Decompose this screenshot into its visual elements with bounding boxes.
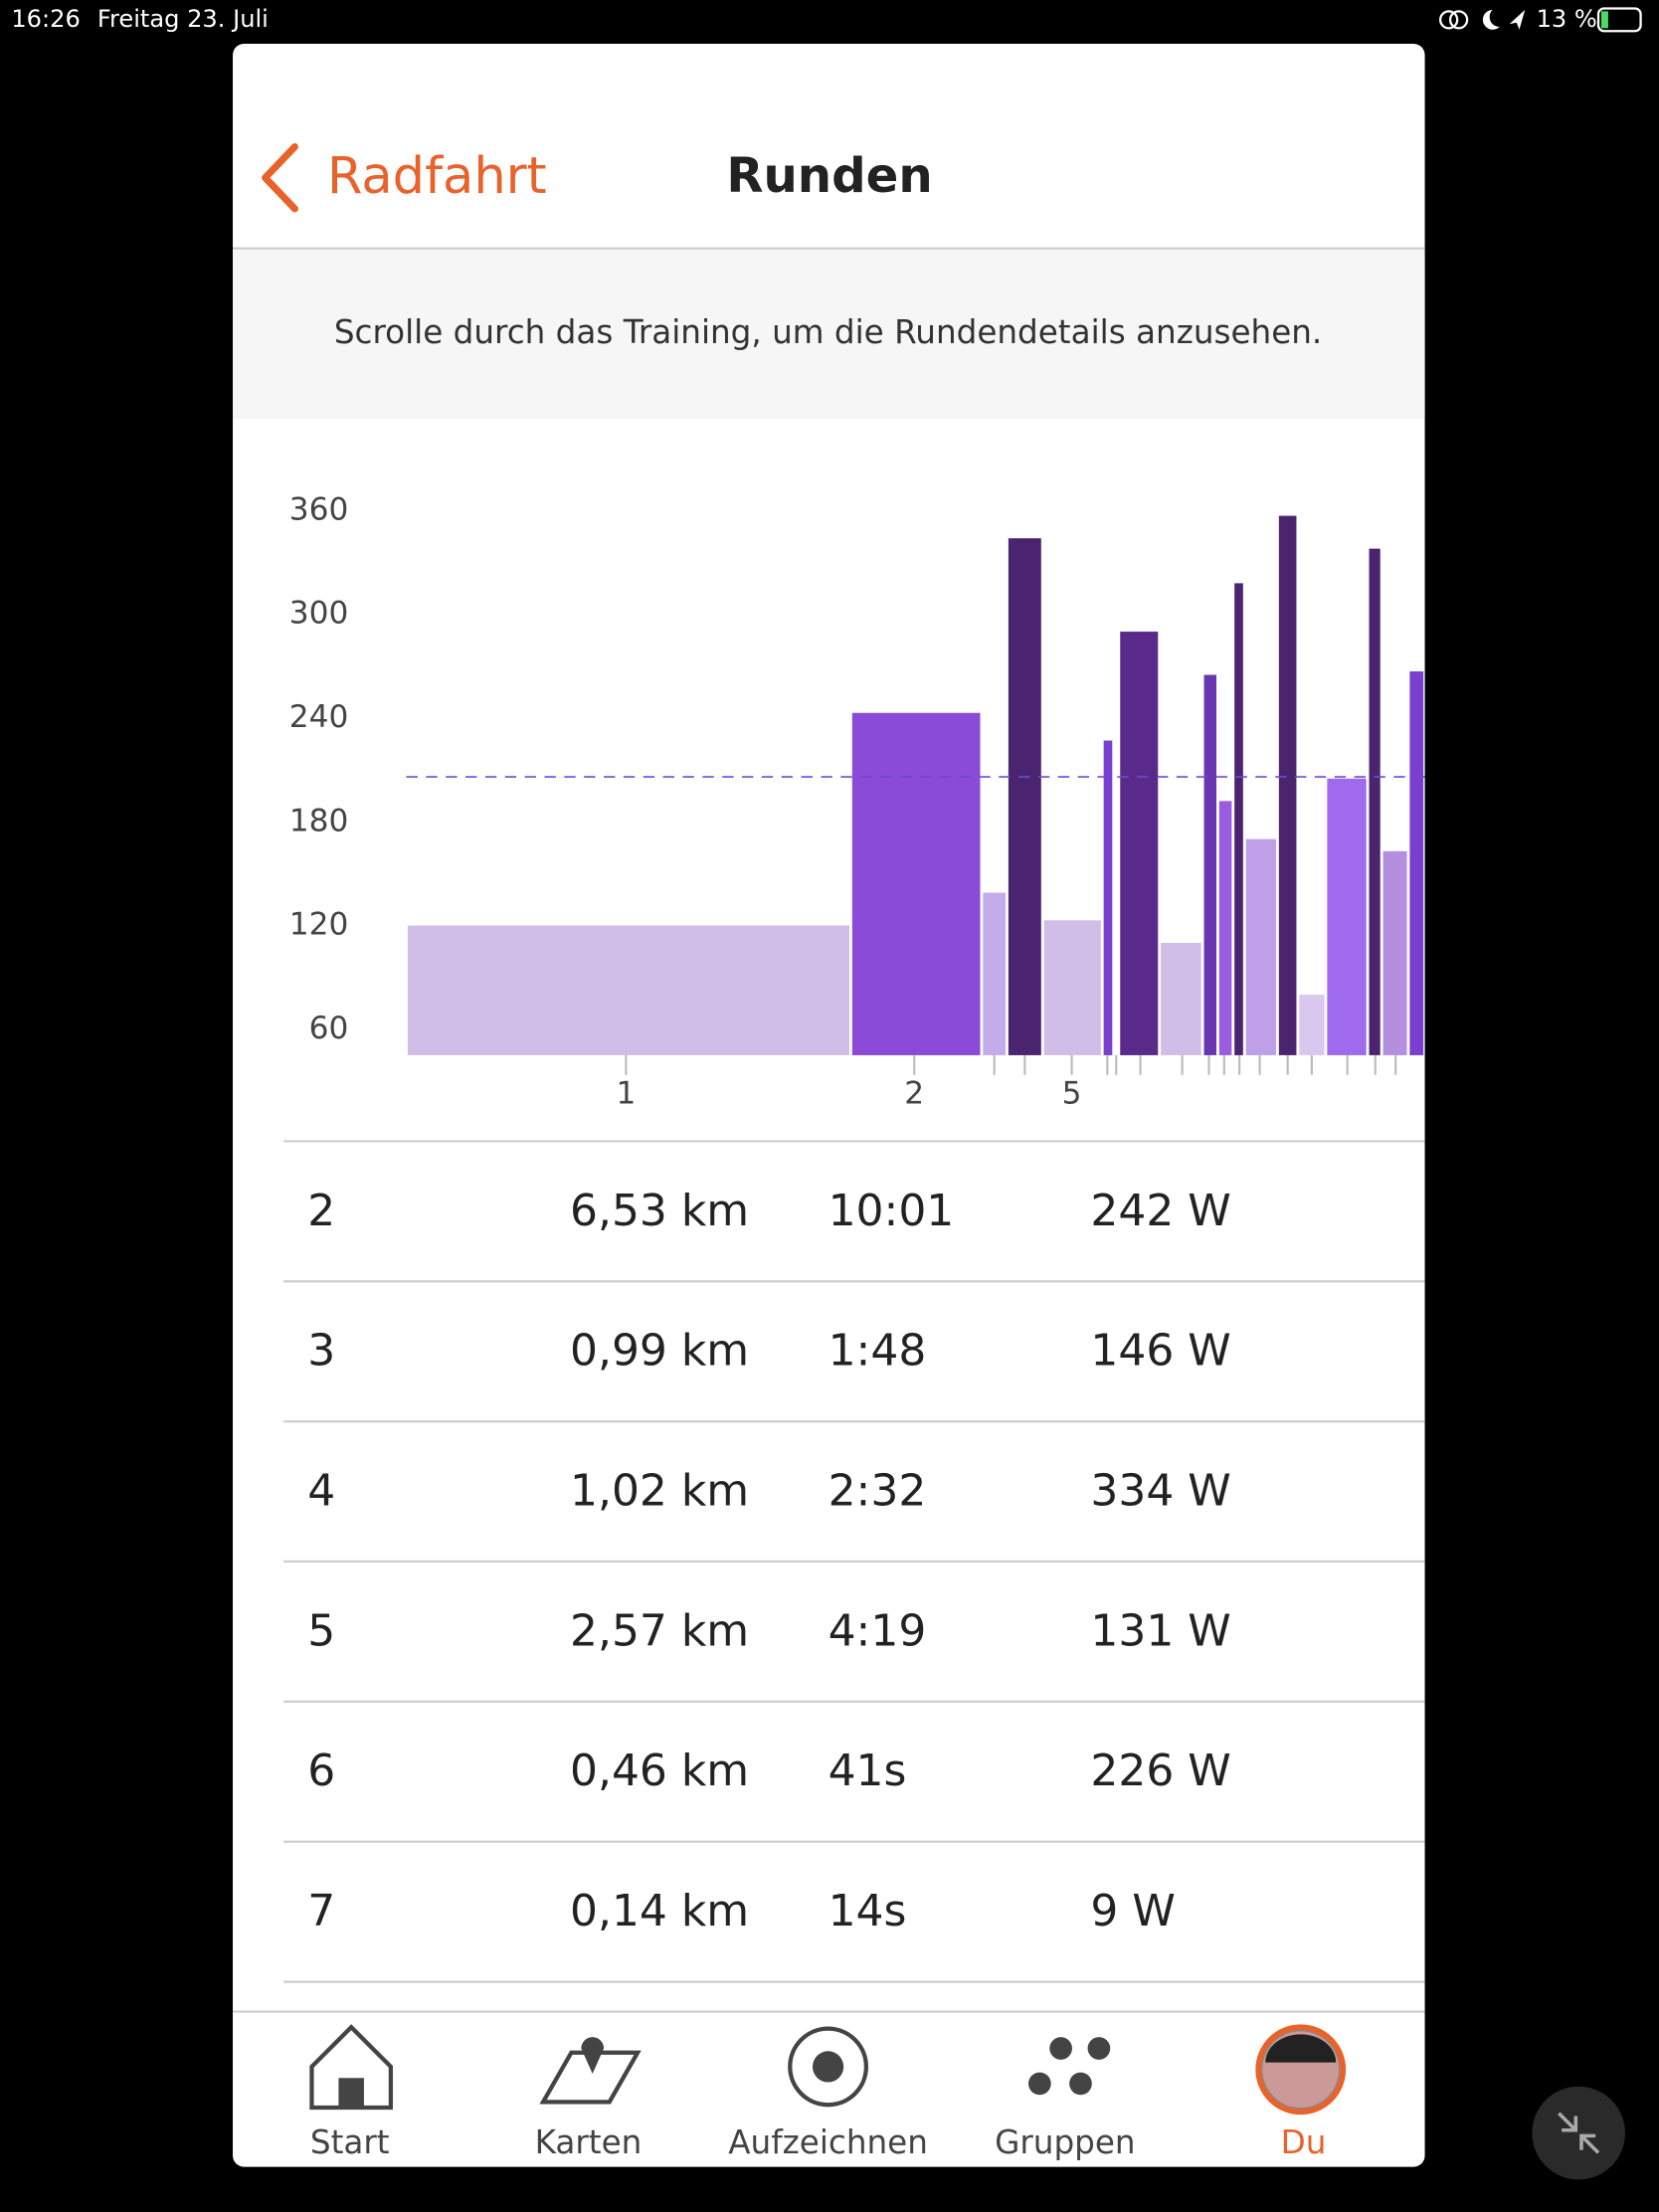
status-time: 16:26 — [11, 5, 80, 33]
bars — [407, 515, 1424, 1055]
lap-bar — [1409, 671, 1424, 1055]
lap-cell[interactable]: 14s — [829, 1886, 907, 1936]
lap-bar — [1327, 778, 1367, 1055]
lap-bar — [851, 712, 981, 1055]
y-tick-label: 300 — [289, 596, 349, 632]
floating-button[interactable] — [1532, 2086, 1625, 2180]
map-icon[interactable] — [539, 2050, 642, 2105]
tab-label[interactable]: Start — [310, 2123, 390, 2161]
lap-row[interactable]: 4 1,02 km 2:32 334 W — [307, 1465, 1231, 1516]
header-title: Runden — [726, 148, 932, 204]
lap-cell[interactable]: 7 — [307, 1886, 335, 1936]
lap-bar — [1278, 515, 1297, 1055]
tab-label[interactable]: Gruppen — [995, 2123, 1135, 2161]
lap-bar — [1043, 920, 1101, 1055]
lap-cell[interactable]: 41s — [829, 1746, 907, 1796]
lap-cell[interactable]: 9 W — [1090, 1886, 1175, 1936]
hint-text: Scrolle durch das Training, um die Runde… — [334, 313, 1322, 351]
lap-bar — [983, 892, 1007, 1055]
tab-label[interactable]: Karten — [535, 2123, 643, 2161]
groups-icon[interactable] — [1027, 2037, 1111, 2096]
status-battery: 13 % — [1537, 5, 1597, 33]
tab-bar: Start Karten Aufzeichnen Gruppen Du — [310, 2123, 1327, 2161]
lap-row[interactable]: 5 2,57 km 4:19 131 W — [307, 1605, 1231, 1656]
lap-bar — [1234, 583, 1243, 1055]
lap-cell[interactable]: 226 W — [1090, 1746, 1230, 1796]
lap-row[interactable]: 3 0,99 km 1:48 146 W — [307, 1326, 1231, 1377]
card — [233, 43, 1425, 2167]
lap-cell[interactable]: 131 W — [1090, 1605, 1230, 1656]
status-date: Freitag 23. Juli — [97, 5, 269, 33]
x-tick-label: 1 — [616, 1076, 636, 1112]
record-icon[interactable] — [788, 2026, 869, 2108]
lap-bar — [1103, 740, 1113, 1055]
lap-cell[interactable]: 242 W — [1090, 1186, 1230, 1236]
lap-cell[interactable]: 2 — [307, 1186, 335, 1236]
lap-cell[interactable]: 0,14 km — [570, 1886, 749, 1936]
floating-icon[interactable] — [1558, 2112, 1600, 2154]
back-label[interactable]: Radfahrt — [327, 147, 547, 206]
lap-cell[interactable]: 3 — [307, 1326, 335, 1377]
y-tick-label: 180 — [289, 803, 349, 838]
lap-cell[interactable]: 4:19 — [829, 1605, 927, 1656]
status-icons — [1439, 7, 1642, 33]
hint-band — [233, 250, 1425, 420]
y-tick-label: 360 — [289, 491, 349, 527]
x-tick-label: 2 — [904, 1076, 924, 1112]
lap-bar — [1203, 674, 1217, 1055]
lap-bar — [1008, 538, 1041, 1055]
lap-bar — [1369, 548, 1381, 1055]
lap-row[interactable]: 2 6,53 km 10:01 242 W — [307, 1186, 1231, 1236]
lap-cell[interactable]: 1:48 — [829, 1326, 927, 1377]
lap-cell[interactable]: 334 W — [1090, 1465, 1230, 1516]
lap-row[interactable]: 7 0,14 km 14s 9 W — [307, 1886, 1176, 1936]
tab-label[interactable]: Aufzeichnen — [728, 2123, 928, 2161]
tab-icons — [309, 2024, 1347, 2116]
lap-bar — [1218, 801, 1232, 1055]
lap-cell[interactable]: 1,02 km — [570, 1465, 749, 1516]
lap-bar — [1120, 632, 1159, 1055]
lap-cell[interactable]: 10:01 — [829, 1186, 955, 1236]
lap-bar — [1382, 850, 1407, 1055]
chart: 60 120 180 240 300 360 1 2 5 — [289, 491, 1425, 1112]
lap-cell[interactable]: 2:32 — [829, 1465, 927, 1516]
lap-bar — [407, 925, 849, 1055]
x-tick-label: 5 — [1062, 1076, 1082, 1112]
lap-row[interactable]: 6 0,46 km 41s 226 W — [307, 1746, 1231, 1796]
lap-cell[interactable]: 0,99 km — [570, 1326, 749, 1377]
back-button[interactable]: Radfahrt — [262, 142, 547, 213]
laps-table: 2 6,53 km 10:01 242 W 3 0,99 km 1:48 146 W 4 1,02… — [283, 1140, 1425, 1983]
home-icon[interactable] — [309, 2024, 394, 2111]
lap-bar — [1245, 838, 1277, 1055]
lap-cell[interactable]: 6 — [307, 1746, 335, 1796]
y-tick-label: 120 — [289, 907, 349, 943]
lap-cell[interactable]: 4 — [307, 1465, 335, 1516]
lap-cell[interactable]: 5 — [307, 1605, 335, 1656]
lap-cell[interactable]: 6,53 km — [570, 1186, 749, 1236]
tab-label[interactable]: Du — [1281, 2123, 1327, 2161]
y-tick-label: 60 — [309, 1011, 349, 1046]
lap-bar — [1161, 942, 1201, 1055]
lap-cell[interactable]: 0,46 km — [570, 1746, 749, 1796]
y-tick-label: 240 — [289, 699, 349, 735]
lap-cell[interactable]: 146 W — [1090, 1326, 1230, 1377]
lap-cell[interactable]: 2,57 km — [570, 1605, 749, 1656]
lap-bar — [1299, 995, 1325, 1055]
back-chevron[interactable] — [262, 142, 298, 213]
